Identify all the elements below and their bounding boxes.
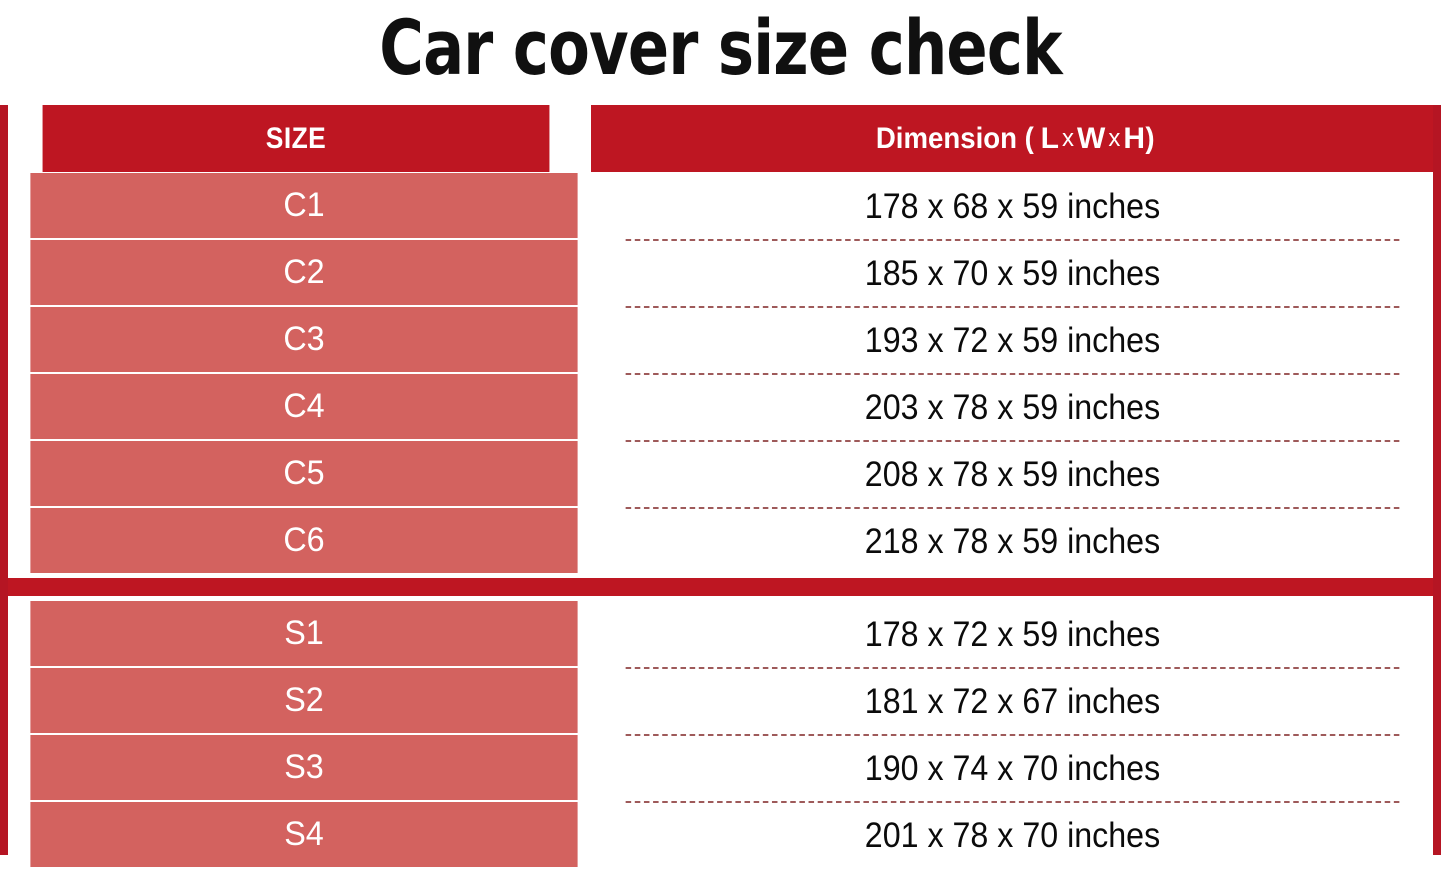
section-divider-band — [8, 578, 1433, 596]
cell-dimension: 208 x 78 x 59 inches — [625, 440, 1400, 507]
cell-size: C6 — [30, 508, 578, 573]
section-c-series: C1 178 x 68 x 59 inches C2 185 x 70 x 59… — [8, 172, 1433, 574]
dimension-label-main: Dimension ( — [875, 121, 1034, 155]
table-row: C2 185 x 70 x 59 inches — [8, 239, 1433, 306]
cell-size: C5 — [30, 441, 578, 506]
dimension-label-w: W — [1077, 121, 1106, 155]
dimension-label-x2: x — [1108, 124, 1121, 152]
cell-dimension: 218 x 78 x 59 inches — [625, 507, 1400, 574]
table-row: C1 178 x 68 x 59 inches — [8, 172, 1433, 239]
cell-dimension: 193 x 72 x 59 inches — [625, 306, 1400, 373]
cell-size: S4 — [30, 802, 578, 867]
cell-size: S2 — [30, 668, 578, 733]
cell-size: S3 — [30, 735, 578, 800]
cell-size: C2 — [30, 240, 578, 305]
cell-size: C1 — [30, 173, 578, 238]
cell-size: S1 — [30, 601, 578, 666]
band-spacer-top — [8, 574, 1433, 578]
cell-dimension: 178 x 68 x 59 inches — [625, 172, 1400, 239]
dimension-label-l: L — [1040, 121, 1059, 155]
cell-dimension: 178 x 72 x 59 inches — [625, 600, 1400, 667]
cell-size: C3 — [30, 307, 578, 372]
page-title: Car cover size check — [379, 3, 1062, 92]
band-spacer-bottom — [8, 596, 1433, 600]
table-row: C4 203 x 78 x 59 inches — [8, 373, 1433, 440]
cell-dimension: 203 x 78 x 59 inches — [625, 373, 1400, 440]
table-row: C5 208 x 78 x 59 inches — [8, 440, 1433, 507]
table-row: C6 218 x 78 x 59 inches — [8, 507, 1433, 574]
table-row: S3 190 x 74 x 70 inches — [8, 734, 1433, 801]
dimension-label-suffix: ) — [1145, 121, 1155, 155]
cell-dimension: 190 x 74 x 70 inches — [625, 734, 1400, 801]
table-bottom-spacer — [8, 868, 1433, 872]
cell-dimension: 185 x 70 x 59 inches — [625, 239, 1400, 306]
cell-dimension: 181 x 72 x 67 inches — [625, 667, 1400, 734]
column-header-size: SIZE — [42, 105, 550, 172]
table-row: S2 181 x 72 x 67 inches — [8, 667, 1433, 734]
dimension-label-x1: x — [1062, 124, 1074, 152]
header-column-gap — [584, 105, 591, 172]
cell-size: C4 — [30, 374, 578, 439]
table-row: C3 193 x 72 x 59 inches — [8, 306, 1433, 373]
table-row: S1 178 x 72 x 59 inches — [8, 600, 1433, 667]
table-row: S4 201 x 78 x 70 inches — [8, 801, 1433, 868]
dimension-label-h: H — [1123, 121, 1145, 155]
cell-dimension: 201 x 78 x 70 inches — [625, 801, 1400, 868]
section-s-series: S1 178 x 72 x 59 inches S2 181 x 72 x 67… — [8, 600, 1433, 868]
